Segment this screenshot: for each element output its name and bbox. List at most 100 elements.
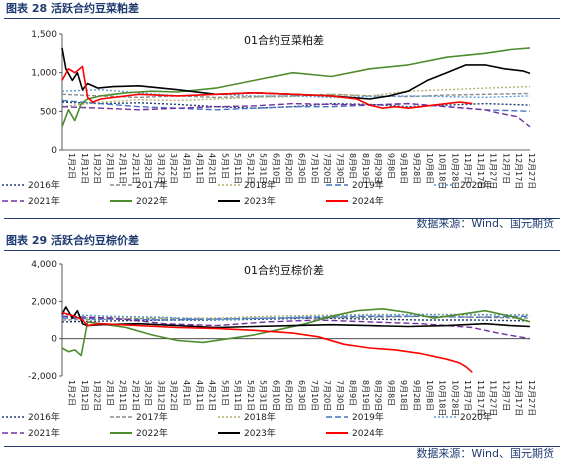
series-line-1 <box>61 101 531 109</box>
x-tick-label: 1月2日 <box>67 153 76 179</box>
legend-label: 2023年 <box>244 195 276 207</box>
x-tick-label: 5月11日 <box>233 380 242 411</box>
figure-29-caption: 图表 29 活跃合约豆棕价差 <box>6 234 139 247</box>
x-tick-label: 5月31日 <box>259 153 268 184</box>
legend-label: 2016年 <box>28 179 60 191</box>
figure-29-top-rule <box>4 250 560 251</box>
x-tick-label: 11月7日 <box>463 153 472 184</box>
x-tick-label: 10月18日 <box>438 153 447 189</box>
x-tick-label: 3月22日 <box>169 153 178 184</box>
x-tick-label: 2月11日 <box>118 380 127 411</box>
x-tick-label: 9月28日 <box>412 153 421 184</box>
y-tick-label: -2,000 <box>28 372 57 382</box>
legend-label: 2017年 <box>136 411 168 423</box>
x-tick-label: 7月30日 <box>335 380 344 411</box>
x-tick-label: 5月1日 <box>220 380 229 406</box>
x-tick-label: 8月29日 <box>374 380 383 411</box>
legend-label: 2023年 <box>244 427 276 439</box>
x-tick-label: 11月17日 <box>476 380 485 416</box>
x-tick-label: 7月30日 <box>335 153 344 184</box>
y-tick-label: 500 <box>40 107 57 117</box>
series-line-9 <box>61 65 473 109</box>
x-tick-label: 12月7日 <box>501 380 510 411</box>
legend-label: 2016年 <box>28 411 60 423</box>
legend-label: 2021年 <box>28 195 60 207</box>
x-tick-label: 10月28日 <box>450 153 459 189</box>
x-tick-label: 1月2日 <box>67 380 76 406</box>
x-tick-label: 9月18日 <box>399 380 408 411</box>
legend-label: 2024年 <box>352 427 384 439</box>
x-tick-label: 8月9日 <box>348 380 357 406</box>
x-tick-label: 10月8日 <box>425 153 434 184</box>
x-tick-label: 12月7日 <box>501 153 510 184</box>
x-tick-label: 5月21日 <box>246 380 255 411</box>
x-tick-label: 4月11日 <box>195 380 204 411</box>
x-tick-label: 6月10日 <box>271 380 280 411</box>
legend-label: 2019年 <box>352 179 384 191</box>
x-tick-label: 10月28日 <box>450 380 459 416</box>
x-tick-label: 11月7日 <box>463 380 472 411</box>
legend-label: 2018年 <box>244 179 276 191</box>
legend-label: 2022年 <box>136 195 168 207</box>
chart-soymeal-rapeseed-spread: 01合约豆菜粕差 1,500 1,000 500 0 1月2日 1月12日 1月22日 2月1日… <box>2 30 536 207</box>
x-tick-label: 3月2日 <box>144 380 153 406</box>
legend-label: 2020年 <box>460 411 492 423</box>
x-tick-label: 11月27日 <box>489 380 498 416</box>
x-tick-label: 10月18日 <box>438 380 447 416</box>
x-tick-label: 10月8日 <box>425 380 434 411</box>
legend-label: 2024年 <box>352 195 384 207</box>
x-tick-label: 4月1日 <box>182 153 191 179</box>
series-line-8 <box>61 306 531 329</box>
x-tick-label: 7月10日 <box>310 380 319 411</box>
figure-28-top-rule <box>4 18 560 19</box>
x-tick-label: 3月12日 <box>156 153 165 184</box>
x-tick-label: 3月22日 <box>169 380 178 411</box>
x-tick-label: 4月21日 <box>208 380 217 411</box>
legend-label: 2017年 <box>136 179 168 191</box>
y-tick-label: 2,000 <box>31 297 57 307</box>
x-tick-label: 1月22日 <box>93 153 102 184</box>
x-tick-label: 6月20日 <box>284 380 293 411</box>
x-tick-label: 12月27日 <box>527 380 536 416</box>
y-tick-label: 0 <box>51 146 57 156</box>
x-tick-label: 12月27日 <box>527 153 536 189</box>
x-tick-label: 2月21日 <box>131 380 140 411</box>
x-tick-label: 5月31日 <box>259 380 268 411</box>
x-tick-label: 6月30日 <box>297 380 306 411</box>
series-line-5 <box>61 313 531 321</box>
x-tick-label: 11月17日 <box>476 153 485 189</box>
x-tick-label: 8月9日 <box>348 153 357 179</box>
x-tick-label: 1月12日 <box>80 153 89 184</box>
x-tick-label: 6月20日 <box>284 153 293 184</box>
x-tick-label: 9月18日 <box>399 153 408 184</box>
chart-title: 01合约豆棕价差 <box>244 263 324 277</box>
series-line-2 <box>61 92 531 99</box>
legend-label: 2018年 <box>244 411 276 423</box>
series-line-4 <box>61 315 531 321</box>
x-tick-label: 12月17日 <box>514 380 523 416</box>
x-tick-label: 2月1日 <box>105 380 114 406</box>
y-tick-label: 1,000 <box>31 69 57 79</box>
figure-28-caption: 图表 28 活跃合约豆菜粕差 <box>6 2 139 15</box>
x-tick-label: 1月12日 <box>80 380 89 411</box>
legend-label: 2019年 <box>352 411 384 423</box>
x-tick-label: 4月11日 <box>195 153 204 184</box>
x-tick-label: 2月21日 <box>131 153 140 184</box>
x-tick-label: 9月28日 <box>412 380 421 411</box>
figure-29-source: 数据来源：Wind、国元期货 <box>416 447 554 460</box>
x-tick-label: 4月1日 <box>182 380 191 406</box>
x-tick-label: 11月27日 <box>489 153 498 189</box>
figure-28-source: 数据来源：Wind、国元期货 <box>416 217 554 230</box>
x-tick-label: 6月10日 <box>271 153 280 184</box>
x-tick-label: 4月21日 <box>208 153 217 184</box>
x-tick-label: 5月21日 <box>246 153 255 184</box>
y-tick-label: 4,000 <box>31 260 57 270</box>
series-line-7 <box>61 47 531 128</box>
series-line-7 <box>61 307 531 357</box>
x-tick-label: 8月19日 <box>361 153 370 184</box>
x-tick-label: 5月1日 <box>220 153 229 179</box>
x-tick-label: 8月19日 <box>361 380 370 411</box>
figure-29-bottom-rule <box>4 446 560 447</box>
x-tick-label: 3月12日 <box>156 380 165 411</box>
series-line-3 <box>61 85 531 108</box>
